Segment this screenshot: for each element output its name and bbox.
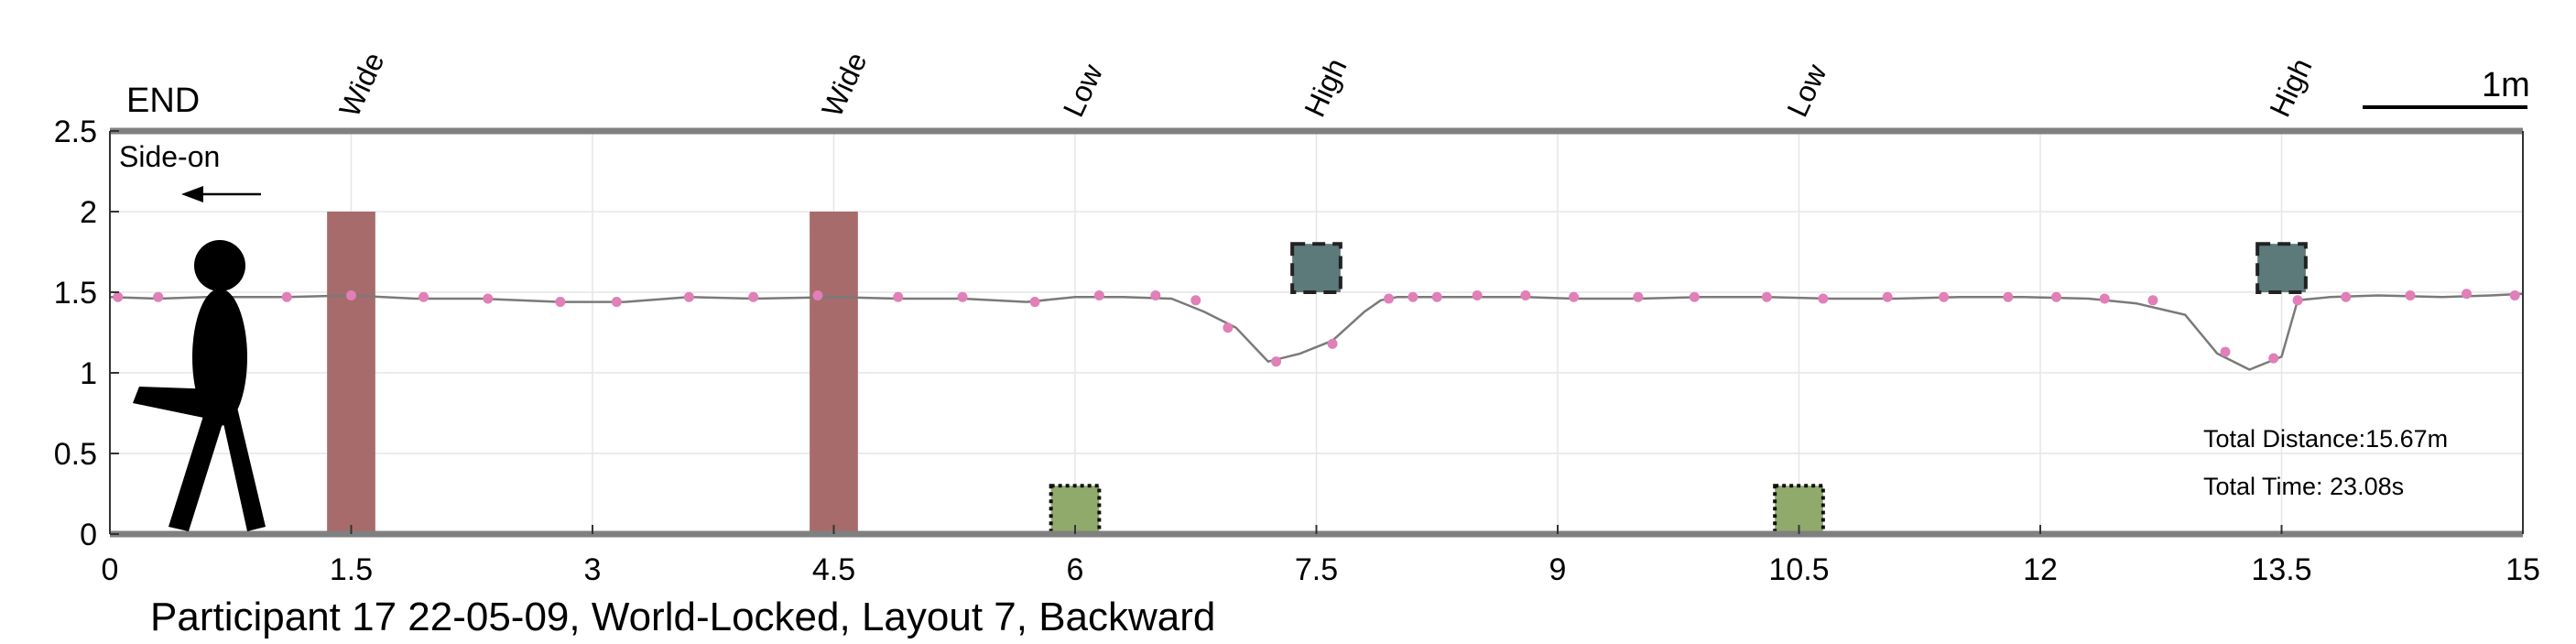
- path-marker: [812, 290, 823, 301]
- y-tick-label: 1.5: [54, 276, 97, 311]
- path-marker: [1818, 293, 1829, 304]
- obstacle-wide: [810, 212, 858, 534]
- obstacle-label: Low: [1057, 59, 1110, 122]
- path-marker: [1093, 290, 1104, 301]
- path-marker: [1882, 291, 1893, 302]
- end-label: END: [126, 82, 200, 120]
- path-marker: [418, 291, 429, 302]
- path-marker: [1029, 297, 1040, 308]
- direction-label: Side-on: [119, 140, 220, 173]
- path-marker: [2220, 346, 2231, 357]
- direction-arrow-icon: [181, 186, 261, 202]
- path-marker: [1150, 290, 1161, 301]
- path-marker: [1472, 290, 1483, 301]
- x-tick-label: 0: [102, 552, 119, 587]
- grid: [109, 130, 2524, 535]
- y-tick-label: 0: [80, 518, 97, 552]
- path-line: [109, 292, 2524, 371]
- path-marker: [1327, 338, 1338, 349]
- path-marker: [153, 291, 164, 302]
- obstacle-label: High: [2263, 53, 2318, 122]
- path-marker: [957, 291, 968, 302]
- path-marker: [1569, 291, 1580, 302]
- path-marker: [2147, 295, 2158, 306]
- path-marker: [555, 297, 566, 308]
- obstacles: [327, 212, 2308, 537]
- obstacle-label: Low: [1780, 59, 1833, 122]
- path-marker: [483, 293, 494, 304]
- y-tick-label: 1: [80, 356, 97, 391]
- path-marker: [893, 291, 904, 302]
- y-tick-label: 2.5: [54, 115, 97, 149]
- path-marker: [1939, 291, 1950, 302]
- total-time: Total Time: 23.08s: [2203, 473, 2404, 500]
- path-marker: [2292, 295, 2303, 306]
- x-tick-label: 10.5: [1768, 552, 1829, 587]
- path-marker: [2341, 291, 2352, 302]
- path-marker: [2003, 291, 2014, 302]
- path-marker: [2509, 290, 2520, 301]
- x-tick-label: 6: [1067, 552, 1084, 587]
- obstacle-wide: [327, 212, 375, 534]
- path-marker: [2099, 293, 2110, 304]
- path-marker: [113, 291, 124, 302]
- obstacle-high: [2255, 242, 2308, 295]
- total-distance: Total Distance:15.67m: [2203, 425, 2448, 453]
- path-marker: [2462, 289, 2473, 300]
- path-marker: [1520, 290, 1531, 301]
- chart-title: Participant 17 22-05-09, World-Locked, L…: [150, 595, 1215, 639]
- path-marker: [281, 291, 292, 302]
- path-marker: [1271, 356, 1282, 367]
- obstacle-high: [1290, 242, 1342, 295]
- path-marker: [2268, 353, 2279, 364]
- path-marker: [1761, 291, 1772, 302]
- path-marker: [2051, 291, 2062, 302]
- path-series: [109, 292, 2524, 371]
- walking-figure-icon: [133, 240, 266, 531]
- obstacle-label: Wide: [332, 48, 390, 122]
- labels: Wide Wide Low High Low High: [332, 48, 2318, 122]
- path-marker: [1190, 295, 1201, 306]
- x-tick-label: 3: [584, 552, 602, 587]
- x-tick-label: 13.5: [2251, 552, 2311, 587]
- path-marker: [683, 291, 694, 302]
- path-marker: [2405, 290, 2416, 301]
- x-tick-label: 1.5: [330, 552, 373, 587]
- axes: 0 1.5 3 4.5 6 7.5 9 10.5 12 13.5 15 0 0.5 1 1.5 2 2.5: [54, 115, 2540, 587]
- y-tick-label: 0.5: [54, 437, 97, 472]
- x-tick-label: 9: [1549, 552, 1567, 587]
- x-tick-label: 7.5: [1295, 552, 1338, 587]
- path-marker: [1431, 291, 1442, 302]
- scale-label: 1m: [2482, 66, 2530, 104]
- path-marker: [1384, 293, 1395, 304]
- y-tick-label: 2: [80, 195, 97, 230]
- path-marker: [1633, 291, 1644, 302]
- x-tick-label: 4.5: [812, 552, 855, 587]
- x-tick-label: 12: [2023, 552, 2058, 587]
- obstacle-label: Wide: [815, 48, 873, 122]
- obstacle-label: High: [1298, 53, 1353, 122]
- path-marker: [346, 290, 356, 301]
- path-marker: [1408, 291, 1418, 302]
- path-markers: [113, 289, 2520, 367]
- path-marker: [1689, 291, 1700, 302]
- path-marker: [1223, 322, 1234, 333]
- x-tick-label: 15: [2505, 552, 2540, 587]
- path-marker: [611, 297, 622, 308]
- path-marker: [748, 291, 759, 302]
